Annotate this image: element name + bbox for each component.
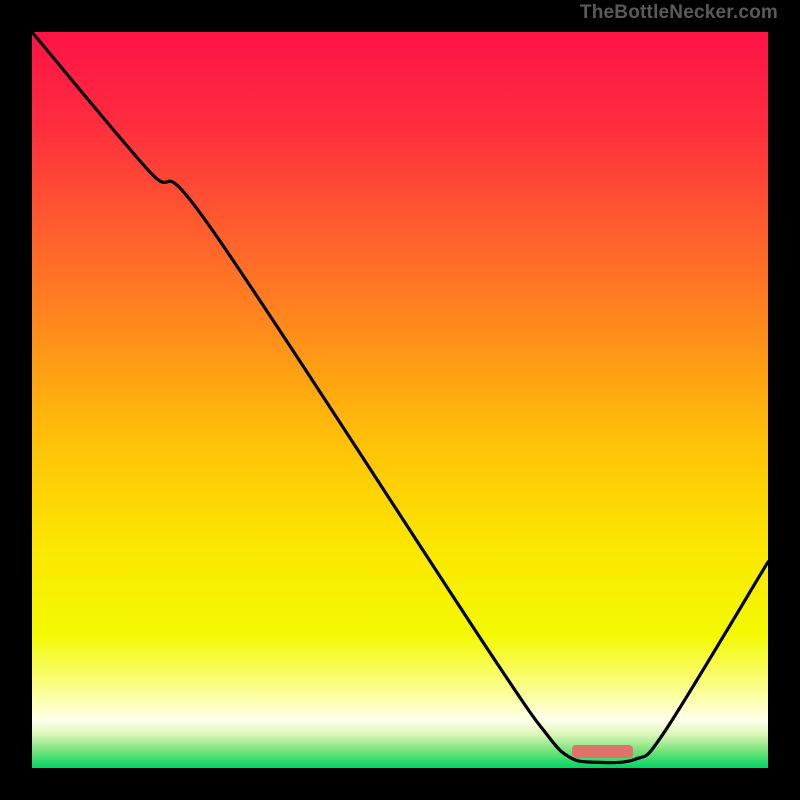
optimal-point-marker	[572, 745, 632, 758]
chart-svg	[32, 32, 768, 768]
figure-root: { "attribution": { "text": "TheBottleNec…	[0, 0, 800, 800]
gradient-background	[32, 32, 768, 768]
plot-area	[29, 29, 771, 771]
attribution-text: TheBottleNecker.com	[580, 2, 778, 24]
